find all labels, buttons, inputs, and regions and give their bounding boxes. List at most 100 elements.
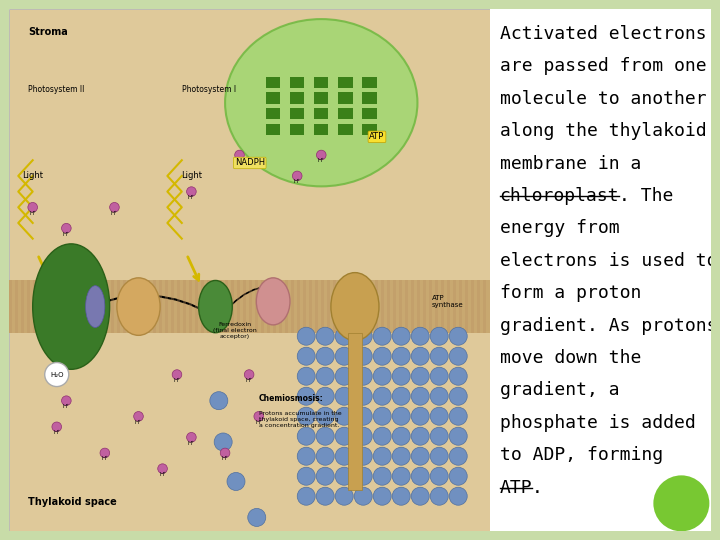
Text: Light: Light <box>181 171 202 180</box>
Bar <box>183 280 186 333</box>
Circle shape <box>373 327 391 345</box>
Bar <box>93 280 96 333</box>
Circle shape <box>336 487 354 505</box>
Text: H⁺: H⁺ <box>111 211 118 215</box>
Bar <box>320 280 324 333</box>
Circle shape <box>373 427 391 445</box>
Circle shape <box>316 407 334 425</box>
Bar <box>266 92 280 104</box>
Circle shape <box>297 387 315 405</box>
Circle shape <box>431 467 449 485</box>
Bar <box>338 108 353 119</box>
Bar <box>63 280 66 333</box>
Text: electrons is used to: electrons is used to <box>500 252 717 270</box>
Bar <box>32 280 36 333</box>
Text: H⁺: H⁺ <box>174 378 181 383</box>
Circle shape <box>214 433 232 451</box>
Bar <box>165 280 168 333</box>
Circle shape <box>172 370 181 380</box>
Bar <box>0 0 720 9</box>
Circle shape <box>297 427 315 445</box>
Bar <box>345 280 348 333</box>
Circle shape <box>354 347 372 365</box>
Circle shape <box>134 411 143 421</box>
Circle shape <box>336 367 354 385</box>
Circle shape <box>392 487 410 505</box>
Bar <box>194 280 197 333</box>
Bar <box>189 280 192 333</box>
Text: NADPH: NADPH <box>235 158 265 167</box>
Text: are passed from one: are passed from one <box>500 57 706 76</box>
Bar <box>147 280 150 333</box>
Bar <box>68 280 72 333</box>
Bar <box>297 280 300 333</box>
Text: H⁺: H⁺ <box>188 441 195 446</box>
Circle shape <box>297 467 315 485</box>
Bar <box>284 280 288 333</box>
Circle shape <box>411 407 429 425</box>
Circle shape <box>392 447 410 465</box>
Bar <box>477 280 480 333</box>
Bar <box>111 280 114 333</box>
Circle shape <box>411 327 429 345</box>
Circle shape <box>297 347 315 365</box>
Bar <box>362 92 377 104</box>
Circle shape <box>354 447 372 465</box>
Text: H⁺: H⁺ <box>30 211 36 215</box>
Ellipse shape <box>86 286 105 327</box>
Circle shape <box>431 447 449 465</box>
Bar <box>314 108 328 119</box>
Circle shape <box>449 447 467 465</box>
Circle shape <box>411 387 429 405</box>
Bar <box>21 280 24 333</box>
Text: Ferredoxin
(final electron
acceptor): Ferredoxin (final electron acceptor) <box>213 322 256 339</box>
Bar <box>338 124 353 135</box>
Bar <box>212 280 216 333</box>
Bar <box>140 280 143 333</box>
Bar <box>374 280 377 333</box>
Circle shape <box>100 448 109 458</box>
Bar <box>219 280 222 333</box>
Bar <box>363 280 366 333</box>
Bar <box>279 280 282 333</box>
Bar <box>369 280 372 333</box>
Circle shape <box>411 347 429 365</box>
Circle shape <box>336 387 354 405</box>
Text: Light: Light <box>22 171 43 180</box>
Circle shape <box>297 407 315 425</box>
Circle shape <box>411 487 429 505</box>
Bar <box>9 9 490 531</box>
Text: H⁺: H⁺ <box>222 456 228 461</box>
Circle shape <box>449 367 467 385</box>
Text: Photosystem II: Photosystem II <box>28 85 84 94</box>
Bar <box>348 333 362 490</box>
Circle shape <box>449 387 467 405</box>
Text: form a proton: form a proton <box>500 284 641 302</box>
Circle shape <box>297 367 315 385</box>
Text: Photosystem I: Photosystem I <box>181 85 236 94</box>
Circle shape <box>449 407 467 425</box>
Circle shape <box>336 347 354 365</box>
Circle shape <box>316 387 334 405</box>
Circle shape <box>373 367 391 385</box>
Text: energy from: energy from <box>500 219 619 238</box>
Circle shape <box>297 447 315 465</box>
Bar <box>99 280 102 333</box>
Bar <box>471 280 474 333</box>
Bar <box>153 280 156 333</box>
Bar <box>441 280 444 333</box>
Bar <box>351 280 354 333</box>
Bar <box>129 280 132 333</box>
Circle shape <box>449 487 467 505</box>
Bar <box>230 280 233 333</box>
Ellipse shape <box>117 278 160 335</box>
Bar <box>104 280 108 333</box>
Bar <box>327 280 330 333</box>
Circle shape <box>227 472 245 490</box>
Bar <box>176 280 180 333</box>
Text: H⁺: H⁺ <box>53 430 60 435</box>
Circle shape <box>235 150 244 160</box>
Circle shape <box>186 187 197 197</box>
Bar <box>314 92 328 104</box>
Bar <box>237 280 240 333</box>
